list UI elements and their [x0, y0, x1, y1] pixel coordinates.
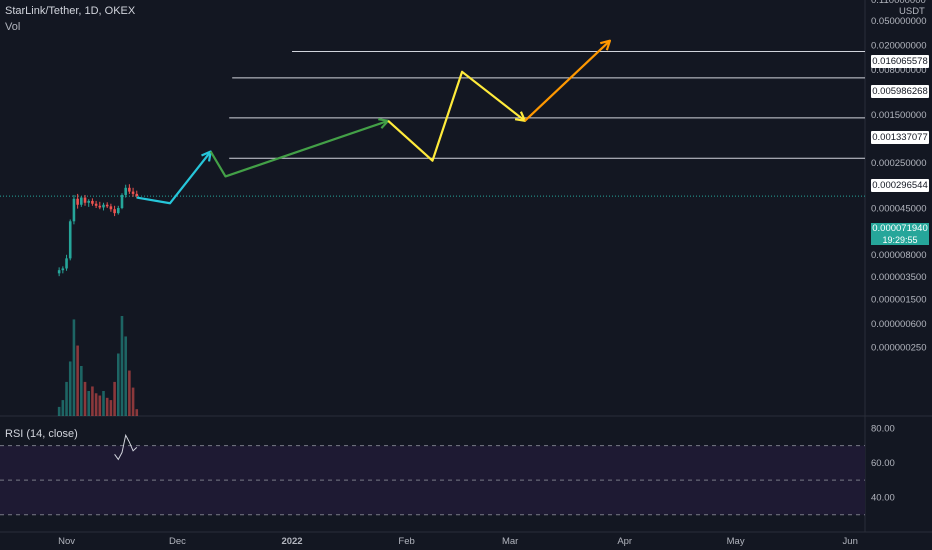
axis-currency: USDT [899, 6, 925, 17]
candle-body [87, 200, 91, 203]
candle-body [61, 268, 65, 271]
volume-bar [124, 336, 127, 416]
candle-body [98, 205, 102, 208]
level-label: 0.001337077 [871, 131, 929, 144]
candle-body [94, 203, 98, 206]
price-tick: 0.020000000 [871, 41, 926, 52]
volume-bar [113, 381, 116, 416]
rsi-label: RSI (14, close) [5, 428, 78, 440]
time-tick: Nov [58, 536, 75, 547]
projection-path-green [209, 119, 389, 178]
volume-bar [120, 316, 124, 416]
candle-body [68, 221, 72, 259]
volume-bar [102, 391, 105, 416]
time-tick: Apr [617, 536, 632, 547]
volume-bar [83, 381, 87, 416]
volume-bar [57, 406, 61, 416]
price-tick: 0.000250000 [871, 158, 926, 169]
candle-body [128, 187, 131, 192]
level-label: 0.016065578 [871, 55, 929, 68]
candle-body [109, 206, 113, 210]
projection-arrowhead-orange [599, 39, 612, 51]
volume-bar [116, 353, 120, 416]
price-tick: 0.050000000 [871, 16, 926, 27]
price-tick: 0.000045000 [871, 204, 926, 215]
time-tick: Jun [843, 536, 858, 547]
volume-bar [61, 400, 65, 416]
candle-body [80, 197, 83, 205]
projection-path-teal [136, 150, 212, 205]
volume-bar [109, 400, 113, 416]
volume-bar [76, 345, 79, 416]
candle-body [72, 198, 76, 222]
price-tick: 0.000001500 [871, 295, 926, 306]
volume-label: Vol [5, 21, 21, 33]
volume-bar [65, 381, 68, 416]
rsi-tick: 60.00 [871, 458, 895, 469]
candle-body [83, 197, 87, 203]
rsi-line [114, 433, 138, 461]
current-price-value: 0.000071940 [872, 223, 928, 234]
candle-body [76, 198, 79, 205]
candle-body [124, 187, 127, 195]
candle-body [102, 204, 105, 208]
price-tick: 0.000000600 [871, 319, 926, 330]
time-tick: Dec [169, 536, 186, 547]
level-label: 0.000296544 [871, 179, 929, 192]
volume-bar [128, 370, 131, 416]
candle-body [105, 204, 109, 207]
price-tick: 0.000003500 [871, 272, 926, 283]
volume-bar [105, 397, 109, 416]
price-tick: 0.008000000 [871, 65, 926, 76]
candle-body [57, 270, 61, 274]
projection-path-orange [524, 39, 611, 122]
volume-bar [98, 395, 102, 416]
volume-bar [68, 361, 72, 416]
volume-bar [135, 409, 139, 416]
rsi-tick: 80.00 [871, 423, 895, 434]
candle-body [91, 200, 94, 204]
volume-bar [91, 386, 94, 416]
projection-path-yellow [387, 70, 526, 162]
time-tick: Feb [398, 536, 414, 547]
candle-body [65, 258, 68, 269]
current-price-tag: 0.000071940 19:29:55 [871, 223, 929, 245]
candle-body [113, 209, 116, 214]
countdown: 19:29:55 [882, 235, 918, 245]
candle-body [131, 191, 135, 194]
candle-body [120, 194, 124, 209]
level-label: 0.005986268 [871, 85, 929, 98]
price-tick: 0.000000250 [871, 342, 926, 353]
price-tick: 0.001500000 [871, 110, 926, 121]
candle-body [135, 193, 139, 197]
symbol-title: StarLink/Tether, 1D, OKEX [5, 5, 136, 17]
time-tick: Mar [502, 536, 518, 547]
rsi-tick: 40.00 [871, 492, 895, 503]
time-tick: 2022 [281, 536, 302, 547]
candle-body [116, 208, 120, 214]
price-tick: 0.110000000 [871, 0, 926, 6]
volume-bar [131, 387, 135, 416]
price-tick: 0.000008000 [871, 250, 926, 261]
volume-bar [80, 366, 83, 416]
time-tick: May [727, 536, 745, 547]
volume-bar [72, 319, 76, 416]
volume-bar [94, 393, 98, 416]
price-axis: 0.110000000 0.050000000 0.020000000 0.00800… [871, 0, 926, 353]
volume-bar [87, 391, 91, 416]
